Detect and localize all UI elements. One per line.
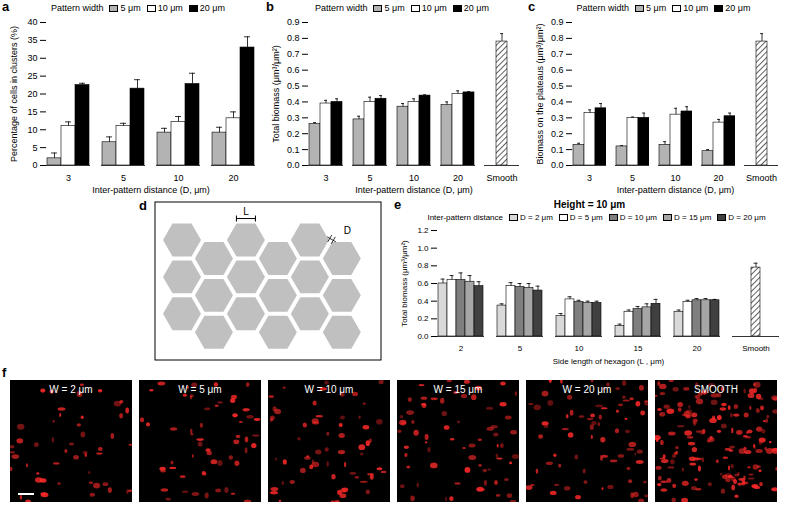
svg-text:40: 40 (27, 17, 37, 27)
svg-text:0: 0 (32, 160, 37, 170)
svg-text:0.2: 0.2 (551, 129, 564, 139)
svg-text:0.9: 0.9 (551, 17, 564, 27)
html-text:D = 2 μm: D = 2 μm (520, 213, 553, 222)
svg-text:0.4: 0.4 (417, 297, 429, 306)
html-text:20 μm: 20 μm (199, 3, 226, 13)
html-text:Pattern width: Pattern width (576, 3, 629, 13)
svg-text:10: 10 (409, 173, 419, 183)
svg-text:0.4: 0.4 (287, 97, 300, 107)
html-text:10 μm: 10 μm (683, 3, 709, 13)
svg-text:Total biomass (μm³/μm²): Total biomass (μm³/μm²) (400, 240, 409, 327)
svg-text:20: 20 (228, 173, 238, 183)
svg-text:0.6: 0.6 (551, 65, 564, 75)
html-text:b: b (266, 0, 274, 14)
svg-text:Inter-pattern distance (D, μm): Inter-pattern distance (D, μm) (617, 185, 735, 195)
svg-text:10: 10 (173, 173, 183, 183)
svg-text:0.0: 0.0 (287, 160, 300, 170)
html-text:10 μm: 10 μm (421, 3, 447, 13)
svg-text:Side length of hexagon (L , μm: Side length of hexagon (L , μm) (553, 357, 665, 366)
html-text:20 μm: 20 μm (463, 3, 490, 13)
svg-text:W = 20 μm: W = 20 μm (563, 384, 612, 395)
html-text:D = 5 μm: D = 5 μm (569, 213, 603, 222)
html-text:10 μm: 10 μm (157, 3, 183, 13)
svg-text:10: 10 (670, 173, 680, 183)
svg-text:Total biomass (μm³/μm²): Total biomass (μm³/μm²) (271, 45, 281, 142)
svg-text:0.3: 0.3 (287, 113, 300, 123)
svg-text:0.1: 0.1 (287, 144, 300, 154)
svg-text:0.8: 0.8 (287, 33, 300, 43)
svg-text:5: 5 (630, 173, 635, 183)
svg-text:20: 20 (27, 89, 37, 99)
html-text:f: f (2, 365, 7, 380)
svg-text:0.4: 0.4 (551, 97, 564, 107)
svg-text:0.0: 0.0 (417, 332, 429, 341)
html-text:c: c (528, 0, 536, 14)
html-text:Inter-pattern distance: Inter-pattern distance (427, 213, 503, 222)
svg-text:Biomass on the plateaus (μm³/μ: Biomass on the plateaus (μm³/μm²) (535, 24, 545, 165)
svg-text:30: 30 (27, 53, 37, 63)
svg-text:0.3: 0.3 (551, 113, 564, 123)
svg-text:5: 5 (367, 173, 372, 183)
svg-text:d: d (139, 198, 147, 213)
html-text:5 μm: 5 μm (646, 3, 667, 13)
svg-text:0.8: 0.8 (551, 33, 564, 43)
html-text:Height = 10 μm: Height = 10 μm (553, 199, 626, 210)
svg-text:5: 5 (32, 143, 37, 153)
svg-text:0.7: 0.7 (287, 49, 300, 59)
svg-text:20: 20 (453, 173, 463, 183)
html-text:D = 10 μm: D = 10 μm (619, 213, 657, 222)
html-text:20 μm: 20 μm (725, 3, 751, 13)
html-text:D = 20 μm: D = 20 μm (728, 213, 766, 222)
svg-text:Smooth: Smooth (746, 173, 777, 183)
html-text:Pattern width: Pattern width (314, 3, 368, 13)
svg-text:0.1: 0.1 (551, 144, 564, 154)
svg-text:5: 5 (121, 173, 126, 183)
html-text:a: a (2, 0, 10, 14)
svg-text:3: 3 (66, 173, 71, 183)
svg-text:10: 10 (27, 125, 37, 135)
svg-text:W = 2 μm: W = 2 μm (49, 384, 92, 395)
svg-text:1.0: 1.0 (417, 244, 429, 253)
svg-text:20: 20 (713, 173, 723, 183)
svg-text:1.2: 1.2 (417, 226, 429, 235)
svg-text:25: 25 (27, 71, 37, 81)
html-text:D = 15 μm: D = 15 μm (674, 213, 712, 222)
svg-text:Smooth: Smooth (486, 173, 517, 183)
svg-text:3: 3 (323, 173, 328, 183)
svg-text:15: 15 (634, 344, 643, 353)
svg-text:SMOOTH: SMOOTH (694, 384, 738, 395)
svg-text:W = 10 μm: W = 10 μm (305, 384, 354, 395)
svg-text:Inter-pattern distance (D, μm): Inter-pattern distance (D, μm) (92, 185, 210, 195)
html-text:e: e (394, 197, 402, 212)
svg-text:L: L (243, 206, 249, 217)
html-text:5 μm: 5 μm (120, 3, 141, 13)
svg-text:W = 15 μm: W = 15 μm (434, 384, 483, 395)
svg-text:W = 5 μm: W = 5 μm (178, 384, 221, 395)
svg-text:3: 3 (587, 173, 592, 183)
svg-text:Smooth: Smooth (742, 344, 770, 353)
html-text:5 μm: 5 μm (384, 3, 405, 13)
svg-text:15: 15 (27, 107, 37, 117)
svg-text:2: 2 (459, 344, 464, 353)
svg-text:0.6: 0.6 (417, 279, 429, 288)
svg-text:Inter-pattern distance (D, μm): Inter-pattern distance (D, μm) (355, 185, 473, 195)
svg-text:5: 5 (518, 344, 523, 353)
svg-text:0.9: 0.9 (287, 17, 300, 27)
svg-text:20: 20 (693, 344, 702, 353)
svg-text:35: 35 (27, 35, 37, 45)
svg-text:0.0: 0.0 (551, 160, 564, 170)
svg-text:D: D (344, 225, 351, 236)
svg-text:0.5: 0.5 (287, 81, 300, 91)
html-text:Pattern width: Pattern width (50, 3, 104, 13)
svg-text:0.6: 0.6 (287, 65, 300, 75)
svg-text:0.2: 0.2 (287, 129, 300, 139)
svg-text:10: 10 (575, 344, 584, 353)
svg-text:0.8: 0.8 (417, 261, 429, 270)
svg-text:0.7: 0.7 (551, 49, 564, 59)
svg-text:0.5: 0.5 (551, 81, 564, 91)
svg-text:0.2: 0.2 (417, 314, 429, 323)
svg-text:Percentage of cells in cluster: Percentage of cells in clusters (%) (9, 26, 19, 162)
